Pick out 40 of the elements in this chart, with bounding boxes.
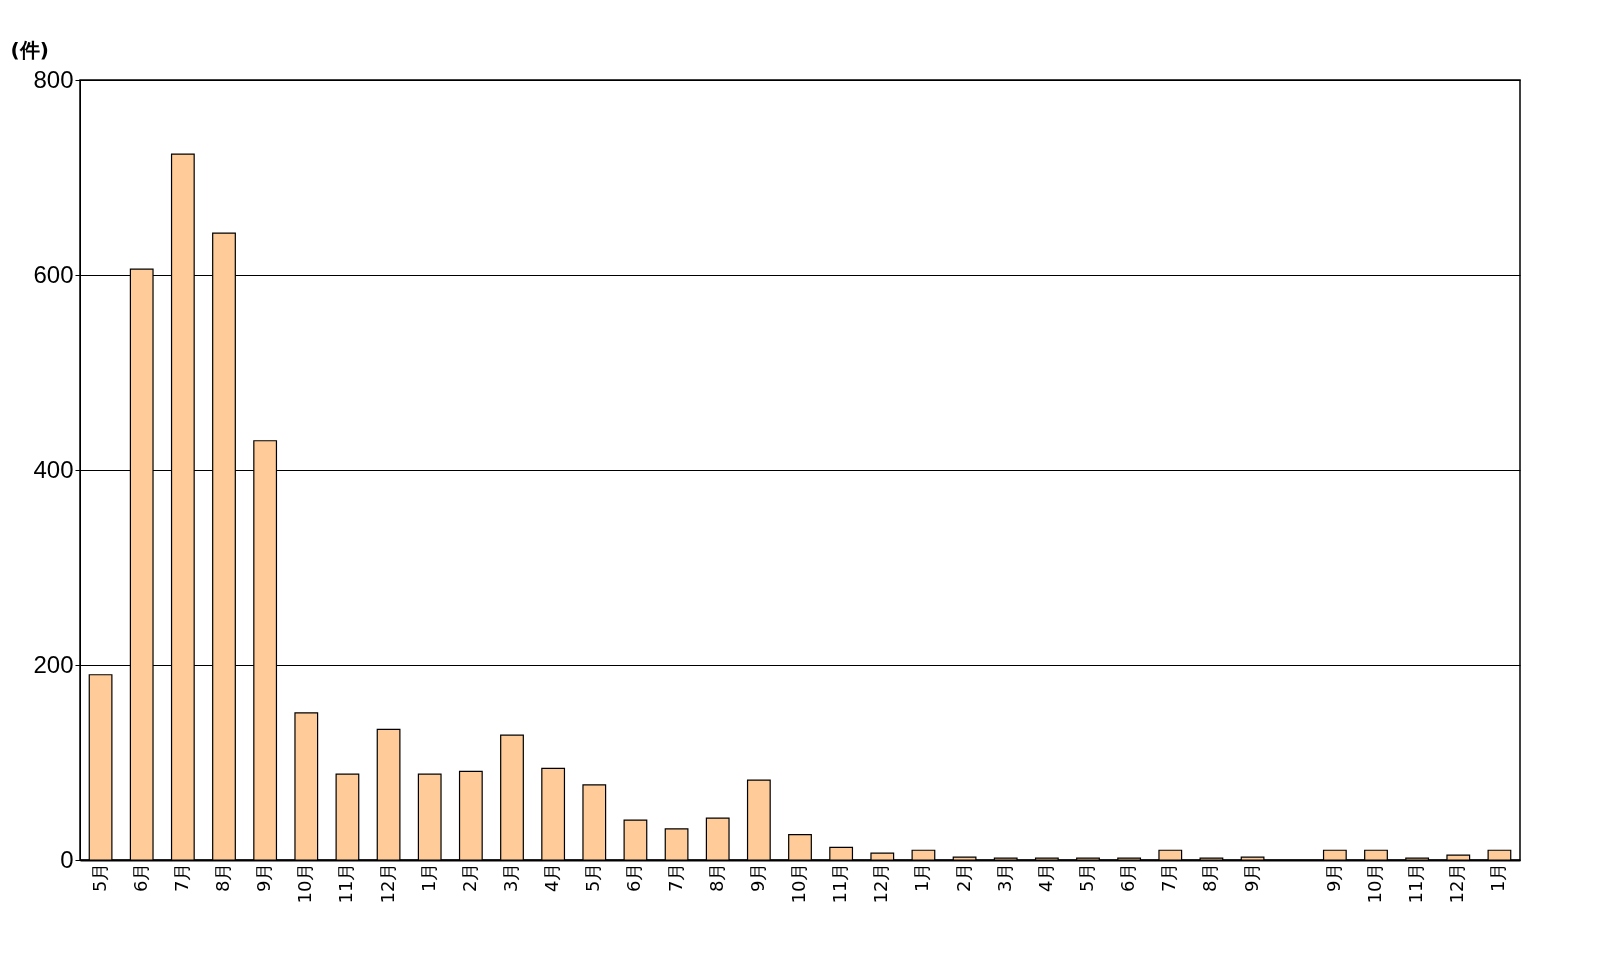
x-tick-label: 5月 — [582, 862, 604, 892]
x-tick-label: 3月 — [993, 862, 1015, 892]
x-tick-label: 1月 — [1487, 862, 1509, 892]
x-tick-label: 4月 — [1034, 862, 1056, 892]
y-tick-label: 400 — [33, 455, 74, 483]
x-tick-label: 2月 — [952, 862, 974, 892]
x-tick-label: 11月 — [335, 862, 357, 904]
x-tick-label: 6月 — [623, 862, 645, 892]
x-tick-label: 5月 — [88, 862, 110, 892]
y-tick-label: 200 — [33, 650, 74, 678]
y-tick-label: 800 — [33, 65, 74, 93]
x-tick-label: 8月 — [705, 862, 727, 892]
x-tick-label: 7月 — [170, 862, 192, 892]
y-axis-title: (件) — [10, 37, 49, 62]
x-tick-label: 6月 — [1117, 862, 1139, 892]
x-tick-label: 9月 — [1322, 862, 1344, 892]
x-tick-label: 12月 — [870, 862, 892, 904]
x-tick-label: 2月 — [458, 862, 480, 892]
x-tick-label: 12月 — [1446, 862, 1468, 904]
x-tick-label: 6月 — [129, 862, 151, 892]
x-tick-label: 11月 — [1405, 862, 1427, 904]
x-tick-label: 9月 — [253, 862, 275, 892]
x-tick-label: 4月 — [541, 862, 563, 892]
x-tick-label: 3月 — [500, 862, 521, 892]
x-tick-label: 1月 — [417, 862, 439, 892]
y-tick-label: 600 — [33, 260, 74, 288]
x-tick-label: 9月 — [746, 862, 768, 892]
x-tick-label: 8月 — [1199, 862, 1221, 892]
y-tick-label: 0 — [60, 845, 74, 873]
x-tick-label: 8月 — [212, 862, 233, 892]
x-tick-label: 11月 — [829, 862, 851, 904]
x-tick-label: 10月 — [294, 862, 316, 904]
x-tick-label: 5月 — [1076, 862, 1097, 892]
x-tick-label: 9月 — [1240, 862, 1262, 892]
x-tick-label: 1月 — [911, 862, 933, 892]
x-tick-label: 10月 — [1364, 862, 1385, 904]
x-tick-label: 12月 — [376, 862, 398, 904]
x-tick-label: 10月 — [788, 862, 809, 904]
x-tick-label: 7月 — [664, 862, 686, 892]
x-tick-label: 7月 — [1158, 862, 1180, 892]
